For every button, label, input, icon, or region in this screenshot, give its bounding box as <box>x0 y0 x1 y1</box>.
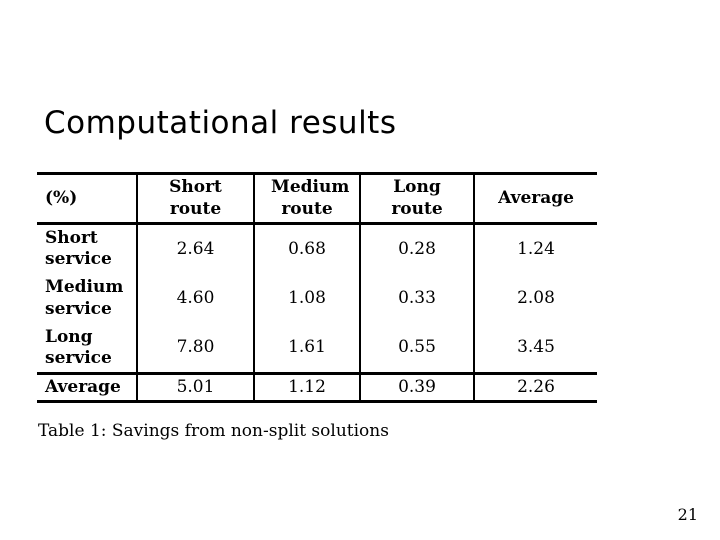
table-cell: 2.08 <box>473 273 597 324</box>
table-cell: 0.39 <box>359 373 474 402</box>
table-cell: 5.01 <box>136 373 254 402</box>
table-header-row: (%) Short route Medium route Long route … <box>37 173 597 224</box>
column-header-short-route: Short route <box>136 173 254 224</box>
column-header-long-route: Long route <box>359 173 474 224</box>
page-number: 21 <box>677 505 698 524</box>
table-cell: 1.61 <box>253 323 360 374</box>
row-label: Long service <box>45 326 112 368</box>
column-header-label: Medium route <box>271 177 350 219</box>
results-table: (%) Short route Medium route Long route … <box>37 172 597 403</box>
row-label: Average <box>45 377 121 397</box>
slide-title: Computational results <box>44 105 397 141</box>
table-row-long-service: Long service 7.80 1.61 0.55 3.45 <box>37 323 597 374</box>
column-header-average: Average <box>473 173 597 224</box>
table-cell: 4.60 <box>136 273 254 324</box>
table-row-average: Average 5.01 1.12 0.39 2.26 <box>37 373 597 402</box>
table-cell: 1.08 <box>253 273 360 324</box>
column-header-medium-route: Medium route <box>253 173 360 224</box>
table-cell: 7.80 <box>136 323 254 374</box>
table-cell: 0.55 <box>359 323 474 374</box>
table-cell: 2.26 <box>473 373 597 402</box>
table-row-medium-service: Medium service 4.60 1.08 0.33 2.08 <box>37 273 597 324</box>
table-caption: Table 1: Savings from non-split solution… <box>38 421 389 441</box>
column-header-label: Long route <box>391 177 443 219</box>
table-cell: 2.64 <box>136 223 254 274</box>
row-label: Medium service <box>45 277 124 319</box>
column-header-label: Short route <box>169 177 222 219</box>
table-cell: 3.45 <box>473 323 597 374</box>
table-cell: 0.68 <box>253 223 360 274</box>
table-row-short-service: Short service 2.64 0.68 0.28 1.24 <box>37 223 597 274</box>
table-cell: 1.24 <box>473 223 597 274</box>
table-cell: 1.12 <box>253 373 360 402</box>
table-cell: 0.28 <box>359 223 474 274</box>
table-cell: 0.33 <box>359 273 474 324</box>
table-corner-cell: (%) <box>45 187 78 208</box>
row-label: Short service <box>45 228 112 270</box>
column-header-label: Average <box>498 187 574 208</box>
